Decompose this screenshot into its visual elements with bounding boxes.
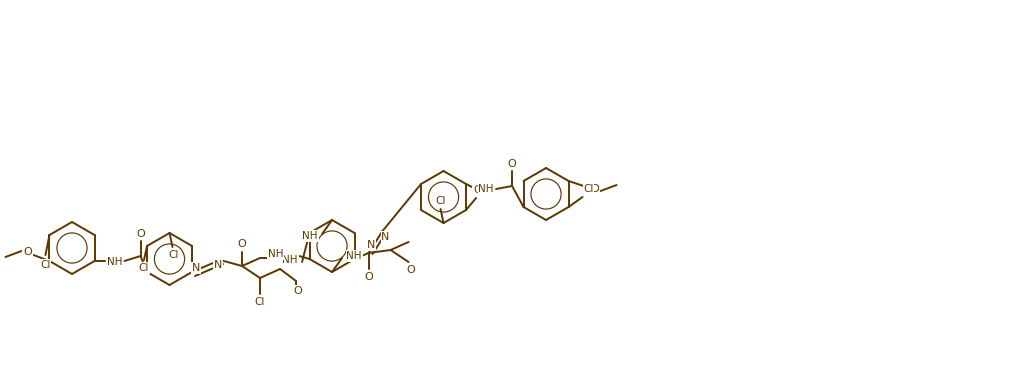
Text: O: O [590,184,599,194]
Text: O: O [23,247,32,257]
Text: O: O [294,286,302,296]
Text: O: O [406,265,415,275]
Text: NH: NH [107,257,122,267]
Text: Cl: Cl [473,185,483,195]
Text: N: N [382,232,390,242]
Text: N: N [192,263,200,273]
Text: Cl: Cl [584,184,594,194]
Text: O: O [237,239,246,249]
Text: N: N [368,240,376,250]
Text: O: O [136,229,144,239]
Text: Cl: Cl [40,260,50,270]
Text: Cl: Cl [169,250,179,260]
Text: Cl: Cl [255,297,266,307]
Text: O: O [365,272,373,282]
Text: NH: NH [302,231,318,241]
Text: Cl: Cl [138,263,149,273]
Text: NH: NH [268,249,284,259]
Text: NH: NH [346,251,362,261]
Text: NH: NH [479,184,494,194]
Text: Cl: Cl [435,196,445,206]
Text: N: N [214,260,222,270]
Text: NH: NH [282,255,298,265]
Text: O: O [508,159,516,169]
